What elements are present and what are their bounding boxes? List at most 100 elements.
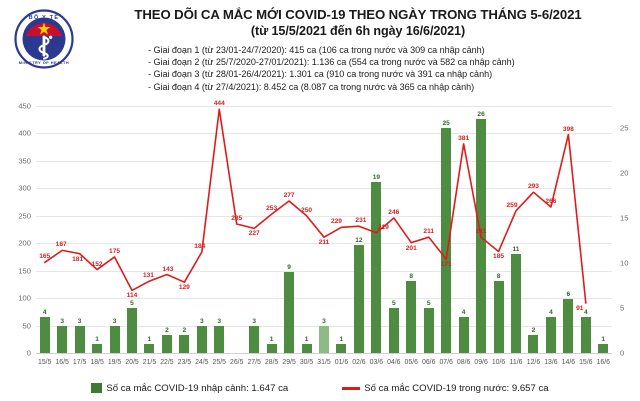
y-axis-right-tick-5: 5: [620, 303, 625, 313]
bar-label-25-5: 3: [217, 318, 222, 326]
title-line-2: (từ 15/5/2021 đến 6h ngày 16/6/2021): [250, 24, 466, 38]
gridline-450: [36, 106, 612, 107]
line-label-13-6: 266: [545, 197, 557, 205]
bar-10-6[interactable]: [493, 281, 504, 353]
bar-03-6[interactable]: [371, 182, 382, 353]
bar-27-5[interactable]: [249, 326, 260, 353]
phase-item-3: - Giai đoạn 3 (từ 28/01-26/4/2021): 1.30…: [148, 69, 493, 80]
bar-label-11-6: 11: [512, 246, 520, 254]
bar-label-16-5: 3: [60, 318, 65, 326]
bar-07-6[interactable]: [441, 128, 452, 353]
bar-25-5[interactable]: [214, 326, 225, 353]
line-label-02-6: 231: [355, 217, 367, 225]
bar-17-5[interactable]: [74, 326, 85, 353]
bar-label-04-6: 5: [391, 300, 396, 308]
line-label-09-6: 211: [475, 228, 487, 236]
gridline-400: [36, 133, 612, 135]
bar-label-18-5: 1: [95, 336, 99, 344]
y-axis-left-tick-250: 250: [18, 211, 31, 221]
bar-19-5[interactable]: [109, 326, 120, 353]
bar-01-6[interactable]: [336, 344, 347, 353]
x-axis-tick-04-6: 04/6: [387, 359, 401, 366]
plot-area: 0 50 100 150 200 250 300 350 400 450 0 5 10 15 20 25 1…: [18, 100, 628, 366]
legend-item-imported[interactable]: Số ca mắc COVID-19 nhập cảnh: 1.647 ca: [91, 383, 288, 394]
x-axis-tick-01-6: 01/6: [334, 359, 349, 366]
bar-label-23-5: 2: [182, 327, 187, 335]
bar-21-5[interactable]: [144, 344, 155, 353]
bar-label-07-6: 25: [442, 120, 450, 128]
line-label-19-5: 175: [109, 247, 121, 255]
line-label-26-5: 235: [231, 215, 243, 222]
x-axis-tick-27-5: 27/5: [247, 359, 261, 366]
bar-11-6[interactable]: [511, 254, 521, 353]
line-label-04-6: 246: [388, 208, 400, 216]
bar-label-09-6: 26: [477, 111, 485, 119]
bar-14-6[interactable]: [563, 299, 574, 353]
bar-label-21-5: 1: [147, 336, 152, 344]
x-axis-tick-10-6: 10/6: [491, 359, 506, 366]
bar-16-6[interactable]: [598, 344, 609, 353]
bar-22-5[interactable]: [161, 335, 172, 353]
bar-31-5[interactable]: [319, 326, 329, 353]
line-label-12-6: 293: [527, 183, 539, 191]
bar-20-5[interactable]: [127, 308, 137, 353]
y-axis-left-tick-0: 0: [26, 348, 31, 358]
line-label-10-6: 185: [493, 253, 505, 261]
bar-15-6[interactable]: [580, 317, 591, 353]
phase-item-4: - Giai đoạn 4 (từ 27/4/2021): 8.452 ca (…: [148, 81, 475, 92]
bar-16-5[interactable]: [57, 326, 68, 353]
bar-12-6[interactable]: [528, 335, 539, 353]
gridline-50: [36, 325, 612, 327]
y-axis-left-tick-450: 450: [18, 101, 31, 111]
y-axis-right-tick-25: 25: [620, 123, 629, 133]
bar-24-5[interactable]: [196, 326, 207, 353]
bar-05-6[interactable]: [406, 281, 417, 353]
line-label-25-5: 444: [213, 100, 225, 108]
bar-04-6[interactable]: [388, 308, 399, 353]
bar-18-5[interactable]: [92, 344, 103, 353]
y-axis-left-tick-400: 400: [18, 128, 31, 138]
bar-06-6[interactable]: [423, 308, 434, 353]
bar-label-05-6: 8: [409, 273, 414, 281]
bar-08-6[interactable]: [458, 317, 469, 353]
line-label-30-5: 250: [301, 206, 313, 214]
chart-header: BỘ Y TẾ MINISTRY OF HEALTH THEO DÕI CA M…: [0, 0, 640, 100]
line-label-17-5: 181: [72, 255, 84, 263]
x-axis-tick-31-5: 31/5: [317, 359, 331, 366]
bar-label-02-6: 12: [355, 237, 363, 245]
line-label-07-6: 171: [440, 261, 452, 269]
bar-29-5[interactable]: [284, 272, 295, 353]
x-axis-tick-15-6: 15/6: [579, 359, 593, 366]
x-axis-tick-02-6: 02/6: [352, 359, 366, 366]
x-axis-tick-12-6: 12/6: [526, 359, 541, 366]
bar-label-20-5: 5: [130, 300, 134, 308]
bar-30-5[interactable]: [301, 344, 312, 353]
phase-summary-list: - Giai đoạn 1 (từ 23/01-24/7/2020): 415 …: [148, 44, 640, 93]
x-axis-tick-21-5: 21/5: [142, 359, 157, 366]
bar-label-01-6: 1: [339, 336, 344, 344]
bar-label-27-5: 3: [252, 318, 257, 326]
bar-23-5[interactable]: [179, 335, 190, 353]
bar-label-16-6: 1: [601, 336, 606, 344]
line-label-27-5: 227: [248, 230, 260, 238]
bar-label-17-5: 3: [77, 318, 82, 326]
bar-15-5[interactable]: [39, 317, 50, 353]
bar-02-6[interactable]: [353, 245, 364, 353]
x-axis-tick-19-5: 19/5: [107, 359, 122, 366]
legend-item-domestic[interactable]: Số ca mắc COVID-19 trong nước: 9.657 ca: [342, 383, 549, 394]
chart-legend: Số ca mắc COVID-19 nhập cảnh: 1.647 ca S…: [0, 378, 640, 398]
bar-label-24-5: 3: [199, 318, 204, 326]
bar-label-15-6: 4: [583, 309, 588, 317]
line-label-11-6: 259: [506, 201, 518, 209]
line-series: [43, 108, 587, 304]
bar-label-29-5: 9: [287, 264, 291, 272]
line-label-03-6: 219: [377, 223, 389, 231]
line-label-15-5: 165: [39, 253, 51, 261]
bar-28-5[interactable]: [266, 344, 277, 353]
x-axis-tick-05-6: 05/6: [404, 359, 418, 366]
phase-item-1: - Giai đoạn 1 (từ 23/01-24/7/2020): 415 …: [148, 45, 485, 55]
line-label-14-6: 398: [562, 125, 574, 133]
line-label-28-5: 253: [266, 205, 278, 213]
y-axis-right-tick-20: 20: [620, 168, 629, 178]
bar-13-6[interactable]: [545, 317, 556, 353]
